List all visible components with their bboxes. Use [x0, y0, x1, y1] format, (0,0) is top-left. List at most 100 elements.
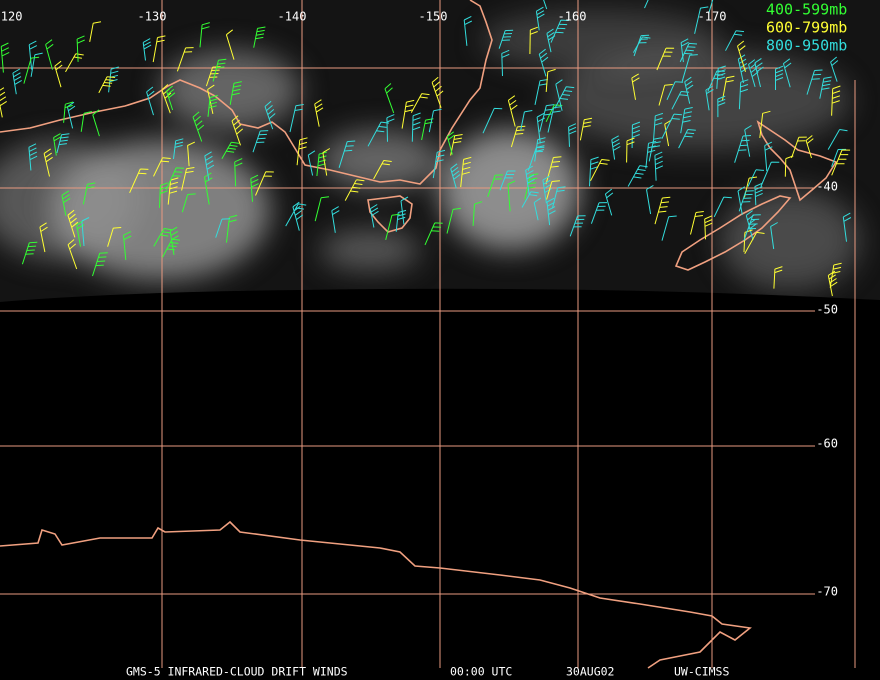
wind-barb: [754, 57, 764, 88]
wind-barb: [331, 206, 340, 233]
wind-barb: [39, 222, 48, 253]
wind-barb: [744, 231, 765, 254]
wind-barb: [829, 262, 842, 288]
wind-barb: [507, 95, 518, 127]
wind-barb: [80, 111, 93, 132]
wind-barb: [296, 137, 308, 166]
wind-barb: [142, 38, 152, 61]
wind-barb: [12, 68, 22, 95]
cloud: [440, 130, 580, 250]
wind-barb: [568, 123, 577, 147]
wind-barb: [98, 76, 116, 94]
wind-barb: [819, 76, 832, 99]
lon-label: -160: [558, 10, 587, 24]
wind-barb: [192, 111, 205, 142]
wind-barb: [748, 59, 759, 88]
wind-barb: [28, 143, 38, 171]
wind-barb: [546, 180, 560, 200]
wind-barb: [499, 170, 516, 191]
wind-barb: [538, 48, 549, 77]
wind-barb: [725, 30, 745, 51]
lon-label: -140: [278, 10, 307, 24]
wind-barb: [550, 19, 569, 43]
wind-barb: [63, 101, 74, 123]
wind-barb: [225, 29, 235, 60]
wind-barb: [661, 113, 682, 139]
wind-barb: [498, 29, 514, 49]
wind-barb: [611, 135, 621, 160]
wind-barb: [428, 108, 442, 133]
wind-barb: [146, 86, 155, 116]
wind-barb: [520, 110, 533, 131]
wind-barb: [344, 179, 365, 201]
wind-barb: [648, 137, 662, 162]
wind-barb: [159, 182, 169, 208]
legend-entry: 600-799mb: [766, 19, 847, 37]
australia-coast: [0, 0, 493, 185]
footer-time: 00:00 UTC: [450, 665, 512, 679]
cloud: [480, 10, 720, 70]
wind-barb: [66, 101, 76, 129]
wind-barb: [385, 213, 400, 241]
wind-barb: [463, 15, 473, 46]
wind-barb: [187, 141, 196, 167]
wind-barb: [827, 129, 848, 150]
wind-barb: [450, 134, 463, 156]
wind-barb: [842, 212, 852, 242]
cloud: [320, 230, 420, 270]
wind-barb: [107, 227, 122, 247]
wind-barb: [754, 182, 763, 206]
cloud: [0, 140, 140, 260]
wind-barb: [338, 140, 356, 168]
wind-barb: [535, 6, 545, 31]
lat-label: -50: [816, 303, 838, 317]
wind-barb: [373, 160, 392, 180]
wind-barb: [654, 151, 664, 181]
wind-barb: [314, 196, 330, 222]
wind-barb: [680, 107, 693, 134]
wind-barb: [176, 47, 194, 72]
wind-barb: [604, 188, 614, 216]
wind-barb: [545, 68, 556, 92]
wind-barb: [212, 58, 227, 82]
coastlines: [0, 0, 838, 669]
wind-barb: [775, 65, 784, 90]
wind-barb: [806, 69, 823, 95]
wind-barb: [656, 47, 675, 71]
wind-barb: [590, 202, 608, 224]
wind-barb: [534, 137, 546, 162]
wind-barb: [161, 84, 172, 114]
wind-barb: [82, 182, 96, 205]
wind-barb: [292, 201, 304, 231]
wind-barb: [89, 21, 102, 42]
legend-entry: 800-950mb: [766, 37, 847, 55]
wind-barb: [831, 148, 847, 167]
wind-barb: [152, 35, 166, 63]
wind-barb: [690, 211, 704, 235]
wind-barb: [590, 159, 610, 182]
wind-barb: [805, 135, 814, 159]
wind-barb: [542, 175, 552, 204]
wind-barb: [743, 229, 753, 253]
wind-barb: [207, 84, 215, 115]
wind-barb: [162, 238, 181, 258]
wind-barb: [21, 241, 38, 265]
wind-barb: [631, 73, 640, 100]
wind-barb: [0, 87, 7, 118]
wind-barb: [738, 190, 754, 212]
wind-barb: [54, 60, 63, 88]
wind-barb: [92, 252, 108, 277]
wind-barb: [555, 79, 563, 111]
wind-barb: [773, 266, 783, 289]
wind-barb: [384, 83, 395, 114]
wind-barb: [770, 222, 778, 250]
wind-barb: [53, 133, 62, 156]
wind-barb: [737, 40, 746, 72]
wind-barb: [521, 191, 539, 208]
wind-barb: [545, 156, 562, 185]
wind-barb: [633, 34, 650, 57]
wind-barb: [507, 180, 516, 212]
wind-barb: [487, 174, 504, 197]
wind-barb: [322, 148, 331, 176]
nz-south-island: [674, 195, 792, 271]
